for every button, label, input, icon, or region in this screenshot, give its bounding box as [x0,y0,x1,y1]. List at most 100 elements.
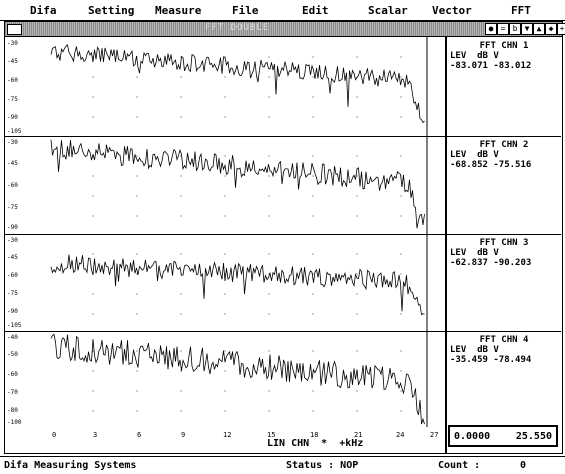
minimize-icon[interactable]: ▼ [521,23,533,35]
grid-dot [400,155,402,157]
menu-vector[interactable]: Vector [432,4,472,17]
grid-dot [224,293,226,295]
grid-dot [268,195,270,197]
channel-unit: LEV dB V [450,345,499,355]
grid-dot [92,76,94,78]
fft-trace-line [50,254,425,316]
maximize-icon[interactable]: ▲ [533,23,545,35]
grid-dot [268,96,270,98]
channel-unit: LEV dB V [450,248,499,258]
xtick: 15 [267,431,276,439]
grid-dot [224,155,226,157]
ytick: -105 [7,322,22,329]
b-icon[interactable]: b [509,23,521,35]
grid-dot [312,175,314,177]
grid-dot [136,293,138,295]
grid-dot [92,56,94,58]
grid-dot [400,273,402,275]
grid-dot [92,313,94,315]
channel-values: -68.852 -75.516 [447,160,561,170]
grid-dot [400,116,402,118]
grid-dot [312,273,314,275]
menu-file[interactable]: File [232,4,259,17]
menu-bar: Difa Setting Measure File Edit Scalar Ve… [0,0,565,21]
ytick: -90 [7,308,18,315]
channel-1-readout: FFT CHN 1 LEV dB V -83.071 -83.012 [447,37,561,137]
menu-scalar[interactable]: Scalar [368,4,408,17]
grid-dot [312,293,314,295]
status-bar: Difa Measuring Systems Status : NOP Coun… [0,456,565,474]
ytick: -60 [7,182,18,189]
diamond-icon[interactable]: ◆ [545,23,557,35]
grid-dot [400,390,402,392]
grid-dot [312,155,314,157]
grid-dot [92,273,94,275]
value-2: -90.203 [493,258,532,268]
value-1: -83.071 [450,61,488,71]
grid-dot [92,155,94,157]
grid-dot [400,313,402,315]
status-company: Difa Measuring Systems [4,460,137,471]
record-icon[interactable]: ● [485,23,497,35]
grid-dot [180,313,182,315]
system-menu-box[interactable] [7,24,22,35]
grid-dot [356,76,358,78]
channel-unit: LEV dB V [450,51,499,61]
grid-dot [312,76,314,78]
channel-1-plot: -30 -45 -60 -75 -90 -105 [5,37,445,137]
grid-dot [92,195,94,197]
grid-dot [312,96,314,98]
xtick: 21 [354,431,363,439]
frequency-range-box[interactable]: 0.0000 25.550 [448,425,558,447]
xtick: 18 [310,431,319,439]
grid-dot [268,116,270,118]
count-value: 0 [520,460,527,471]
ytick: -30 [7,237,18,244]
grid-dot [136,313,138,315]
fft-trace-line [50,139,425,229]
xtick: 27 [430,431,439,439]
menu-measure[interactable]: Measure [155,4,202,17]
value-1: -68.852 [450,160,488,170]
grid-dot [312,370,314,372]
grid-dot [312,410,314,412]
grid-dot [224,253,226,255]
channel-4-readout: FFT CHN 4 LEV dB V -35.459 -78.494 [447,331,561,424]
count-label: Count : [438,460,481,471]
ytick: -45 [7,160,18,167]
grid-dot [92,370,94,372]
menu-edit[interactable]: Edit [302,4,329,17]
plus-icon[interactable]: + [557,23,565,35]
channel-title: FFT CHN 2 [479,140,529,150]
grid-dot [356,410,358,412]
grid-dot [224,410,226,412]
window-titlebar[interactable]: FFT DOUBLE ● = b ▼ ▲ ◆ + [4,21,565,37]
ytick: -75 [7,204,18,211]
grid-dot [356,253,358,255]
ytick: -30 [7,40,18,47]
grid-dot [136,370,138,372]
grid-dot [312,195,314,197]
grid-dot [180,370,182,372]
menu-difa[interactable]: Difa [30,4,57,17]
grid-dot [136,96,138,98]
grid-dot [136,253,138,255]
grid-dot [268,76,270,78]
range-min: 0.0000 [454,430,491,442]
equals-icon[interactable]: = [497,23,509,35]
grid-dot [268,273,270,275]
grid-dot [136,116,138,118]
menu-setting[interactable]: Setting [88,4,135,17]
value-1: -62.837 [450,258,488,268]
grid-dot [312,56,314,58]
grid-dot [180,293,182,295]
menu-fft[interactable]: FFT [511,4,531,17]
fft-window: -30 -45 -60 -75 -90 -105 -30 -45 -60 -75… [4,36,563,454]
status-text: Status : NOP [286,460,359,471]
xtick: 24 [396,431,405,439]
grid-dot [356,293,358,295]
grid-dot [356,273,358,275]
plot-area: -30 -45 -60 -75 -90 -105 -30 -45 -60 -75… [5,37,447,453]
grid-dot [400,293,402,295]
grid-dot [136,76,138,78]
